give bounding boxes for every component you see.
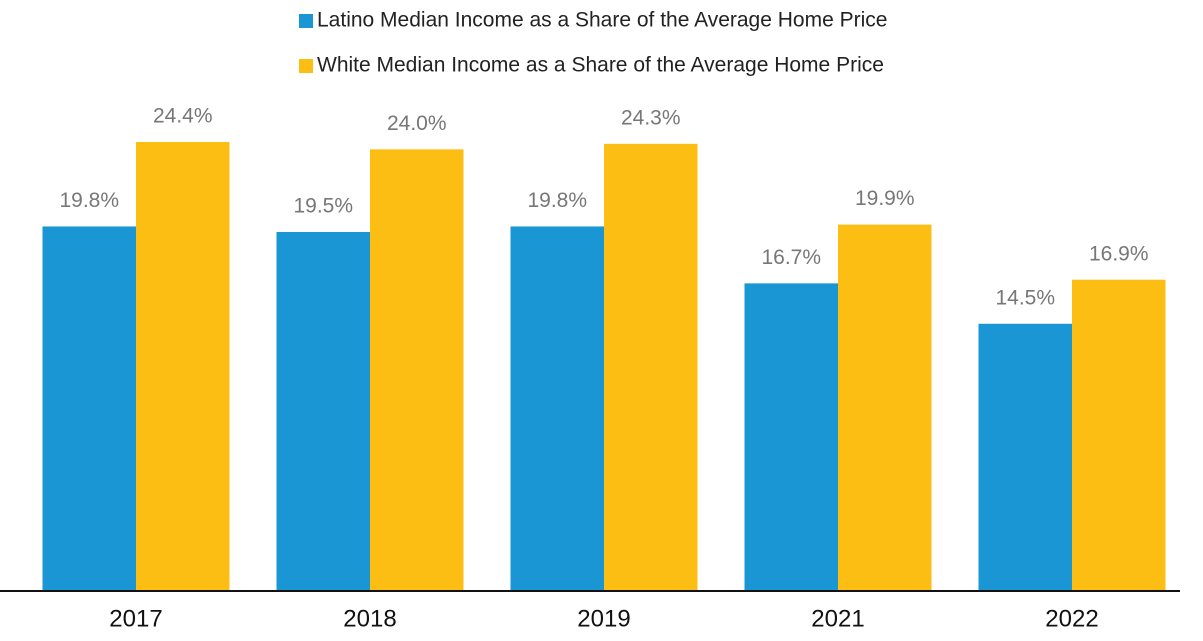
value-label: 19.8% [59,189,119,212]
bar [744,283,838,590]
legend-label: Latino Median Income as a Share of the A… [317,9,887,32]
x-tick-label: 2018 [343,605,396,632]
x-tick-label: 2017 [109,605,162,632]
bar [604,143,698,590]
value-label: 16.7% [761,246,821,269]
legend-swatch [299,14,313,28]
value-label: 19.9% [855,187,915,210]
bar [838,224,932,590]
bar [510,226,604,590]
x-tick-label: 2022 [1045,605,1098,632]
value-label: 19.5% [293,195,353,218]
value-label: 14.5% [995,286,1055,309]
value-label: 24.0% [387,112,447,135]
value-label: 24.4% [153,105,213,128]
bar [276,231,370,590]
bar [136,142,230,590]
legend-swatch [299,59,313,73]
bar [1072,279,1166,590]
bar [978,323,1072,590]
legend-label: White Median Income as a Share of the Av… [317,54,884,77]
value-label: 24.3% [621,106,681,129]
value-label: 16.9% [1089,242,1149,265]
x-tick-label: 2021 [811,605,864,632]
bar [42,226,136,590]
bar [370,149,464,590]
value-label: 19.8% [527,189,587,212]
x-tick-label: 2019 [577,605,630,632]
